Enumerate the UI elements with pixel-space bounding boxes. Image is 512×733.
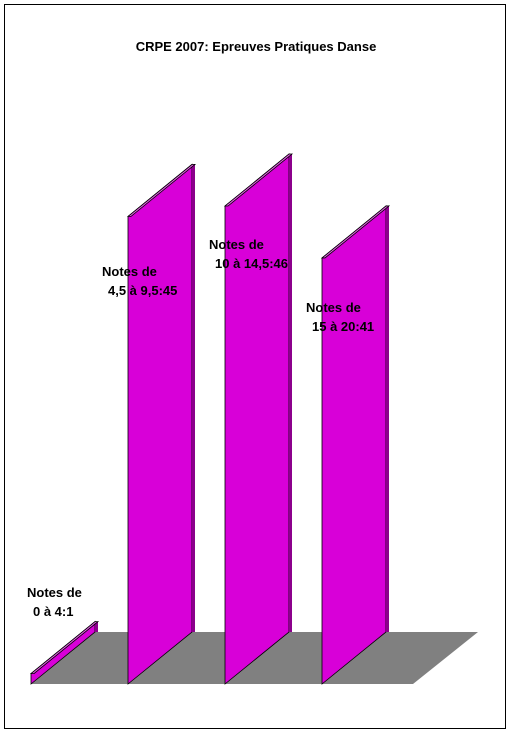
bar-top — [126, 163, 197, 217]
bar-side — [386, 205, 389, 632]
bar-1 — [29, 620, 100, 685]
data-label-2: Notes de 4,5 à 9,5:45 — [102, 264, 177, 298]
bar-face — [127, 163, 193, 685]
data-label-3: Notes de 10 à 14,5:46 — [209, 237, 288, 271]
bar-face — [321, 205, 387, 685]
bar-top — [320, 205, 391, 259]
bar-2 — [126, 163, 197, 685]
bar-top — [29, 621, 100, 675]
bar-top — [223, 153, 294, 207]
bar-side — [192, 164, 195, 633]
bar-4 — [320, 205, 391, 685]
chart-title: CRPE 2007: Epreuves Pratiques Danse — [135, 39, 377, 54]
bar-side — [289, 154, 292, 632]
bar-face — [224, 153, 290, 685]
data-label-1: Notes de 0 à 4:1 — [27, 585, 82, 619]
data-label-4: Notes de 15 à 20:41 — [306, 300, 374, 334]
bar-side — [95, 621, 98, 632]
bar-3 — [223, 153, 294, 685]
